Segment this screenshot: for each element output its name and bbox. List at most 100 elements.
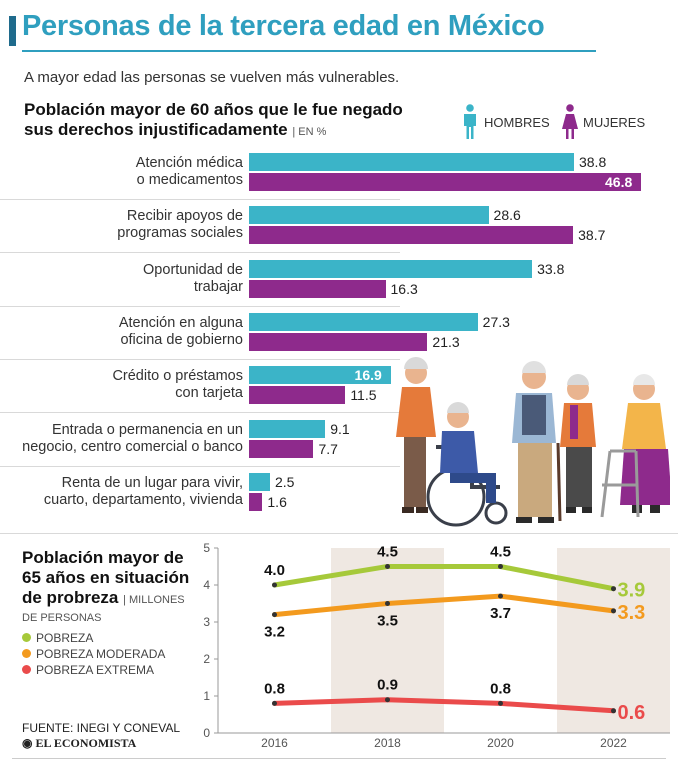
- data-label: 4.5: [377, 544, 398, 561]
- bar-value-label: 33.8: [537, 260, 565, 277]
- title-underline: [22, 50, 596, 52]
- legend-extrema-dot: [22, 665, 31, 675]
- bar-category-label: Recibir apoyos de programas sociales: [117, 208, 243, 242]
- series-line-1: [272, 593, 616, 618]
- y-tick-label: 0: [203, 726, 210, 740]
- data-point: [498, 700, 503, 706]
- y-tick-label: 5: [203, 541, 210, 555]
- y-tick-label: 4: [203, 578, 210, 592]
- data-label: 3.2: [264, 624, 285, 641]
- legend-extrema-label: POBREZA EXTREMA: [36, 663, 155, 677]
- bar-chart-heading-line2: sus derechos injustificadamente: [24, 120, 288, 139]
- bar-value-label: 38.7: [578, 227, 606, 244]
- bar-category-label: Entrada o permanencia en un negocio, cen…: [22, 421, 243, 455]
- series-line-0: [272, 564, 616, 592]
- bar-mujeres-3: [249, 332, 428, 351]
- data-point: [272, 582, 277, 588]
- bar-mujeres-0: [249, 173, 641, 191]
- bar-hombres-3: [249, 312, 478, 331]
- bar-hombres-1: [249, 206, 489, 225]
- bar-value-label: 2.5: [274, 473, 295, 490]
- data-label: 4.5: [490, 544, 511, 561]
- bar-row-divider: [0, 252, 400, 254]
- bar-hombres-2: [249, 259, 533, 278]
- bar-hombres-4: [249, 366, 391, 385]
- data-label: 3.3: [618, 602, 646, 624]
- x-tick-label: 2022: [600, 736, 627, 750]
- line-chart-heading-line2: 65 años en situación: [22, 568, 190, 587]
- data-point: [611, 586, 616, 592]
- series-line-2: [272, 697, 616, 714]
- data-label: 0.9: [377, 677, 398, 694]
- data-point: [385, 697, 390, 703]
- line-chart-unit: | MILLONES: [123, 594, 185, 606]
- bar-value-label: 11.5: [350, 387, 377, 404]
- legend-pobreza-dot: [22, 633, 31, 643]
- bar-hombres-6: [249, 472, 270, 491]
- column-shade: [331, 548, 444, 733]
- bar-category-label: Crédito o préstamos con tarjeta: [112, 368, 243, 402]
- female-icon: [562, 104, 578, 139]
- data-point: [272, 700, 277, 706]
- line-chart: 0 1 2 3 4 5 2016 2018 2020 2022 4.0 4.5 4.5 3.9 3.2 3.5…: [203, 541, 670, 750]
- x-tick-label: 2020: [487, 736, 514, 750]
- bar-row-divider: [0, 358, 400, 360]
- bar-mujeres-6: [249, 492, 263, 511]
- bar-value-label: 16.9: [354, 367, 382, 384]
- bar-value-label: 38.8: [578, 154, 607, 170]
- bar-value-label: 16.3: [390, 280, 418, 297]
- y-tick-label: 3: [203, 615, 210, 629]
- bar-category-label: Atención médica o medicamentos: [135, 155, 243, 188]
- data-point: [385, 564, 390, 569]
- bar-value-label: 7.7: [318, 440, 338, 457]
- bar-row-divider: [0, 412, 400, 414]
- source-note: FUENTE: INEGI Y CONEVAL: [22, 721, 181, 735]
- bar-chart-heading-line1: Población mayor de 60 años que le fue ne…: [24, 100, 403, 119]
- bar-mujeres-2: [249, 279, 386, 298]
- data-label: 0.8: [490, 680, 511, 697]
- x-tick-label: 2016: [261, 736, 288, 750]
- bar-value-label: 9.1: [330, 420, 350, 437]
- y-tick-label: 1: [203, 689, 210, 703]
- data-point: [272, 612, 277, 618]
- data-label: 3.5: [377, 613, 398, 630]
- bar-category-label: Renta de un lugar para vivir, cuarto, de…: [43, 474, 243, 508]
- legend-moderada-label: POBREZA MODERADA: [36, 647, 166, 661]
- data-label: 4.0: [264, 562, 285, 579]
- elderly-people-illustration: [396, 357, 670, 527]
- bar-value-label: 46.8: [605, 174, 633, 190]
- legend-pobreza-extrema: POBREZA EXTREMA: [22, 663, 154, 677]
- bar-value-label: 27.3: [482, 313, 510, 330]
- bar-value-label: 21.3: [432, 333, 460, 350]
- data-point: [611, 708, 616, 714]
- bar-category-label: Oportunidad de trabajar: [143, 261, 243, 295]
- brand-logo: ◉ EL ECONOMISTA: [22, 736, 137, 750]
- data-label: 3.9: [618, 580, 646, 602]
- male-icon: [464, 104, 476, 139]
- data-point: [498, 593, 503, 599]
- column-shade: [557, 548, 670, 733]
- data-label: 0.8: [264, 680, 285, 697]
- bar-mujeres-1: [249, 226, 574, 245]
- legend-moderada-dot: [22, 649, 31, 659]
- bar-chart-heading: Población mayor de 60 años que le fue ne…: [24, 100, 403, 142]
- bar-category-label: Atención en alguna oficina de gobierno: [118, 314, 243, 348]
- bar-value-label: 28.6: [493, 207, 521, 224]
- page-subtitle: A mayor edad las personas se vuelven más…: [24, 69, 400, 86]
- line-chart-unit-2: DE PERSONAS: [22, 612, 102, 624]
- data-point: [385, 601, 390, 606]
- line-chart-heading-line1: Población mayor de: [22, 548, 184, 567]
- line-chart-heading-line3: de probreza: [22, 588, 119, 607]
- x-tick-label: 2018: [374, 736, 401, 750]
- title-accent-bar: [9, 16, 16, 46]
- bar-chart-unit: | EN %: [292, 126, 327, 138]
- data-label: 0.6: [618, 702, 646, 724]
- bar-hombres-5: [249, 419, 326, 438]
- bottom-divider: [12, 758, 666, 759]
- legend-mujeres-label: MUJERES: [583, 115, 646, 130]
- bar-hombres-0: [249, 153, 574, 171]
- data-point: [611, 608, 616, 614]
- bar-row-divider: [0, 465, 400, 467]
- line-chart-heading: Población mayor de 65 años en situación …: [22, 548, 189, 610]
